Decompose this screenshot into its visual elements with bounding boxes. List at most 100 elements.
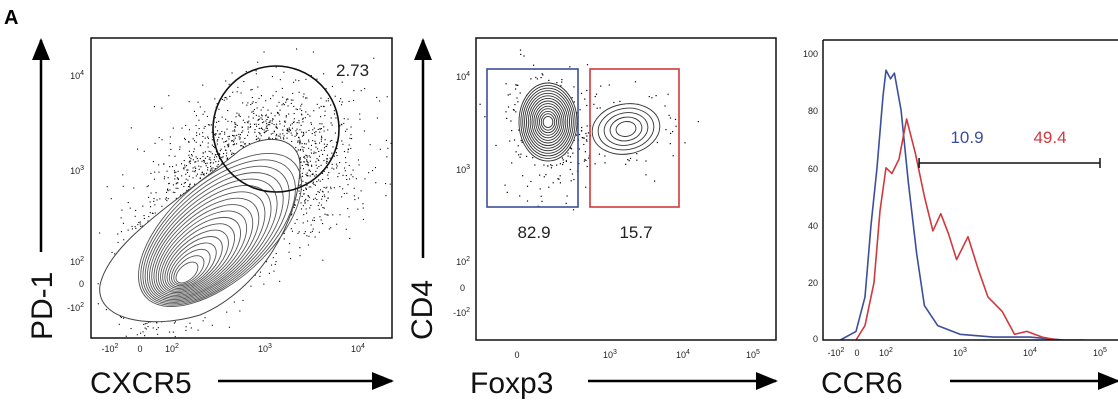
event-dot bbox=[511, 130, 513, 132]
event-dot bbox=[189, 162, 191, 164]
event-dot bbox=[301, 110, 303, 112]
event-dot bbox=[318, 179, 320, 181]
event-dot bbox=[325, 88, 327, 90]
event-dot bbox=[339, 186, 341, 188]
event-dot bbox=[190, 327, 192, 329]
event-dot bbox=[225, 149, 227, 151]
event-dot bbox=[310, 224, 312, 226]
event-dot bbox=[263, 51, 265, 53]
event-dot bbox=[169, 136, 171, 138]
event-dot bbox=[210, 151, 212, 153]
event-dot bbox=[308, 139, 310, 141]
event-dot bbox=[576, 134, 578, 136]
event-dot bbox=[301, 146, 303, 148]
y-tick: 102 bbox=[70, 256, 84, 267]
event-dot bbox=[267, 116, 269, 118]
event-dot bbox=[207, 136, 209, 138]
event-dot bbox=[318, 166, 320, 168]
event-dot bbox=[307, 163, 309, 165]
event-dot bbox=[200, 145, 202, 147]
event-dot bbox=[347, 184, 349, 186]
event-dot bbox=[322, 207, 324, 209]
event-dot bbox=[308, 141, 310, 143]
event-dot bbox=[202, 173, 204, 175]
event-dot bbox=[352, 169, 354, 171]
event-dot bbox=[257, 119, 259, 121]
event-dot bbox=[540, 195, 542, 197]
event-dot bbox=[240, 145, 242, 147]
event-dot bbox=[323, 170, 325, 172]
event-dot bbox=[333, 187, 335, 189]
event-dot bbox=[216, 121, 218, 123]
event-dot bbox=[139, 223, 141, 225]
event-dot bbox=[196, 173, 198, 175]
event-dot bbox=[583, 160, 585, 162]
event-dot bbox=[251, 111, 253, 113]
event-dot bbox=[333, 155, 335, 157]
event-dot bbox=[199, 133, 201, 135]
event-dot bbox=[308, 196, 310, 198]
event-dot bbox=[567, 155, 569, 157]
event-dot bbox=[202, 136, 204, 138]
event-dot bbox=[349, 237, 351, 239]
event-dot bbox=[310, 149, 312, 151]
event-dot bbox=[274, 115, 276, 117]
event-dot bbox=[667, 93, 669, 95]
event-dot bbox=[176, 182, 178, 184]
event-dot bbox=[326, 167, 328, 169]
event-dot bbox=[343, 151, 345, 153]
event-dot bbox=[287, 98, 289, 100]
event-dot bbox=[184, 166, 186, 168]
event-dot bbox=[311, 165, 313, 167]
event-dot bbox=[291, 123, 293, 125]
event-dot bbox=[240, 141, 242, 143]
event-dot bbox=[526, 200, 529, 202]
event-dot bbox=[236, 124, 238, 126]
event-dot bbox=[285, 116, 287, 118]
event-dot bbox=[315, 161, 317, 163]
event-dot bbox=[337, 176, 339, 178]
event-dot bbox=[195, 125, 197, 127]
event-dot bbox=[168, 95, 170, 97]
event-dot bbox=[206, 172, 208, 174]
event-dot bbox=[284, 121, 286, 123]
event-dot bbox=[119, 315, 121, 317]
event-dot bbox=[254, 131, 256, 133]
event-dot bbox=[339, 162, 341, 164]
event-dot bbox=[518, 129, 520, 131]
gate-circle bbox=[212, 65, 340, 193]
event-dot bbox=[298, 122, 300, 124]
event-dot bbox=[269, 120, 271, 122]
event-dot bbox=[105, 309, 107, 311]
event-dot bbox=[323, 147, 325, 149]
event-dot bbox=[210, 169, 212, 171]
event-dot bbox=[303, 161, 305, 163]
event-dot bbox=[313, 220, 315, 222]
event-dot bbox=[244, 137, 246, 139]
event-dot bbox=[298, 184, 300, 186]
event-dot bbox=[302, 205, 304, 207]
event-dot bbox=[570, 147, 572, 149]
event-dot bbox=[301, 103, 303, 105]
event-dot bbox=[209, 170, 211, 172]
event-dot bbox=[306, 155, 308, 157]
event-dot bbox=[628, 160, 630, 162]
event-dot bbox=[304, 157, 306, 159]
event-dot bbox=[243, 143, 245, 145]
event-dot bbox=[202, 141, 204, 143]
event-dot bbox=[308, 169, 310, 171]
event-dot bbox=[308, 147, 310, 149]
event-dot bbox=[495, 144, 497, 146]
event-dot bbox=[268, 121, 270, 123]
event-dot bbox=[194, 171, 196, 173]
event-dot bbox=[401, 115, 402, 116]
event-dot bbox=[299, 149, 301, 151]
event-dot bbox=[117, 241, 119, 243]
event-dot bbox=[121, 209, 123, 211]
event-dot bbox=[231, 121, 233, 123]
event-dot bbox=[168, 155, 170, 157]
event-dot bbox=[326, 145, 328, 147]
event-dot bbox=[530, 78, 532, 80]
event-dot bbox=[354, 199, 356, 201]
event-dot bbox=[246, 121, 248, 123]
